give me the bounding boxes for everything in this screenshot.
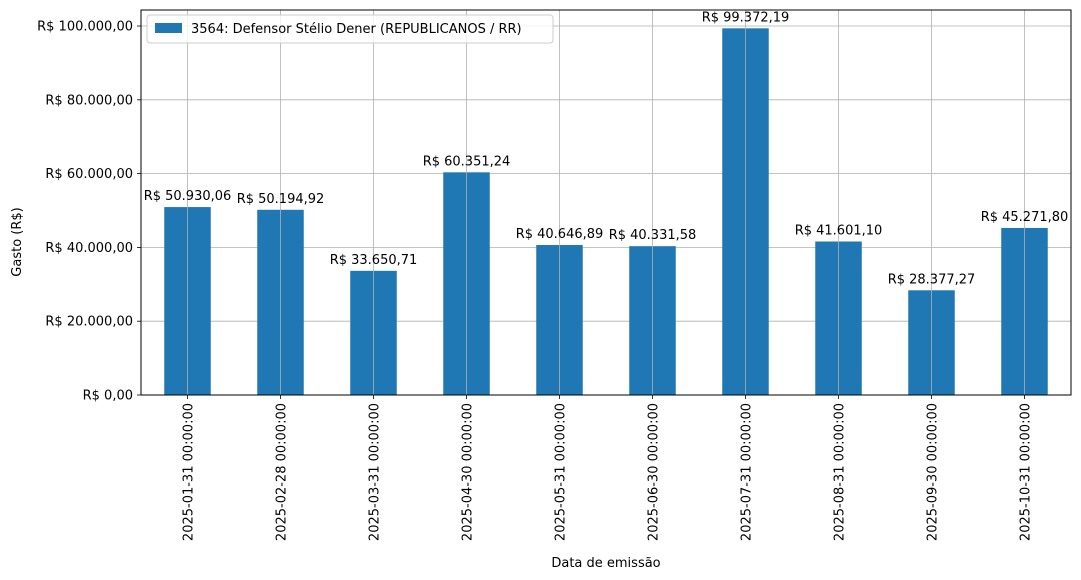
- bar-value-label: R$ 40.646,89: [516, 227, 604, 242]
- y-tick-label: R$ 60.000,00: [45, 167, 133, 182]
- y-tick-label: R$ 0,00: [83, 389, 133, 404]
- data-labels: R$ 50.930,06 R$ 50.194,92 R$ 33.650,71 R$ 6…: [144, 10, 1069, 287]
- bar-value-label: R$ 41.601,10: [795, 223, 883, 238]
- bar-value-label: R$ 50.930,06: [144, 189, 232, 204]
- bars: [164, 28, 1048, 395]
- bar-value-label: R$ 60.351,24: [423, 154, 511, 169]
- x-tick-label: 2025-02-28 00:00:00: [275, 403, 290, 541]
- legend-label: 3564: Defensor Stélio Dener (REPUBLICANO…: [191, 22, 522, 37]
- vertical-grid-lines: [187, 10, 1025, 395]
- y-tick-label: R$ 80.000,00: [45, 93, 133, 108]
- x-tick-label: 2025-06-30 00:00:00: [647, 403, 662, 541]
- bar-value-label: R$ 45.271,80: [981, 210, 1069, 225]
- x-tick-label: 2025-09-30 00:00:00: [926, 403, 941, 541]
- x-tick-label: 2025-07-31 00:00:00: [740, 403, 755, 541]
- y-tick-label: R$ 20.000,00: [45, 315, 133, 330]
- legend: 3564: Defensor Stélio Dener (REPUBLICANO…: [146, 14, 554, 44]
- bar-value-label: R$ 50.194,92: [237, 192, 325, 207]
- x-tick-label: 2025-03-31 00:00:00: [368, 403, 383, 541]
- plot-frame: [140, 9, 1072, 396]
- y-tick-label: R$ 100.000,00: [37, 20, 133, 35]
- y-tick-label: R$ 40.000,00: [45, 241, 133, 256]
- x-tick-label: 2025-04-30 00:00:00: [461, 403, 476, 541]
- x-axis-label: Data de emissão: [551, 556, 660, 571]
- x-tick-label: 2025-01-31 00:00:00: [182, 403, 197, 541]
- y-axis-ticks: R$ 0,00 R$ 20.000,00 R$ 40.000,00 R$ 60.000…: [37, 20, 141, 404]
- x-axis-ticks: 2025-01-31 00:00:00 2025-02-28 00:00:00 20…: [182, 395, 1034, 541]
- bar-value-label: R$ 99.372,19: [702, 10, 790, 25]
- y-axis-label: Gasto (R$): [10, 207, 25, 276]
- x-tick-label: 2025-05-31 00:00:00: [554, 403, 569, 541]
- bar-value-label: R$ 40.331,58: [609, 228, 697, 243]
- legend-swatch: [155, 23, 182, 33]
- x-tick-label: 2025-08-31 00:00:00: [833, 403, 848, 541]
- bar-value-label: R$ 28.377,27: [888, 272, 976, 287]
- legend-frame: [146, 14, 554, 44]
- x-tick-label: 2025-10-31 00:00:00: [1019, 403, 1034, 541]
- bar-value-label: R$ 33.650,71: [330, 253, 418, 268]
